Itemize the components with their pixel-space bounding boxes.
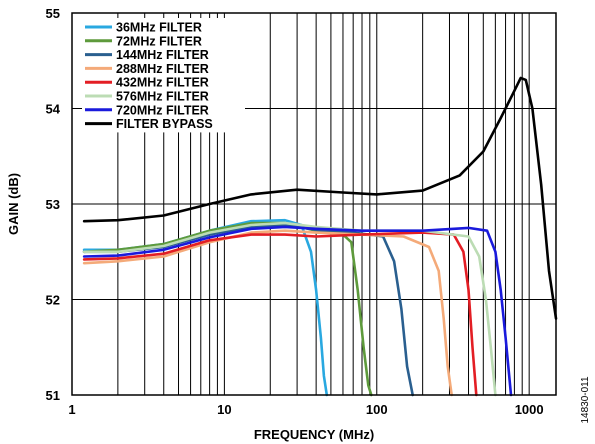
series-line-6 bbox=[82, 225, 513, 397]
legend-label: 576MHz FILTER bbox=[116, 90, 209, 104]
x-tick-label: 100 bbox=[366, 402, 388, 417]
legend-label: 36MHz FILTER bbox=[116, 21, 202, 35]
legend-label: 72MHz FILTER bbox=[116, 34, 202, 48]
y-tick-label: 54 bbox=[46, 102, 61, 117]
legend-label: FILTER BYPASS bbox=[116, 117, 213, 131]
plot-frame bbox=[71, 12, 557, 396]
series-line-7 bbox=[82, 76, 558, 320]
series-line-0 bbox=[82, 218, 329, 397]
legend-label: 144MHz FILTER bbox=[116, 48, 209, 62]
series-line-3 bbox=[82, 229, 454, 397]
tick-labels: 1 10 100 1000 51 52 53 54 55 bbox=[46, 6, 544, 417]
series-lines bbox=[82, 76, 558, 397]
x-tick-label: 1000 bbox=[515, 402, 544, 417]
x-tick-label: 10 bbox=[217, 402, 231, 417]
series-line-5 bbox=[82, 221, 497, 397]
y-tick-label: 55 bbox=[46, 6, 60, 21]
figure-id: 14830-011 bbox=[580, 376, 591, 424]
y-axis-label: GAIN (dB) bbox=[6, 173, 21, 235]
series-line-1 bbox=[82, 221, 373, 397]
y-tick-label: 52 bbox=[46, 293, 60, 308]
legend-label: 432MHz FILTER bbox=[116, 76, 209, 90]
y-tick-label: 53 bbox=[46, 197, 60, 212]
legend-label: 288MHz FILTER bbox=[116, 62, 209, 76]
legend-label: 720MHz FILTER bbox=[116, 103, 209, 117]
series-line-4 bbox=[82, 231, 478, 397]
x-axis-label: FREQUENCY (MHz) bbox=[254, 427, 374, 442]
legend-background bbox=[82, 18, 245, 133]
y-tick-label: 51 bbox=[46, 388, 60, 403]
x-tick-label: 1 bbox=[68, 402, 75, 417]
